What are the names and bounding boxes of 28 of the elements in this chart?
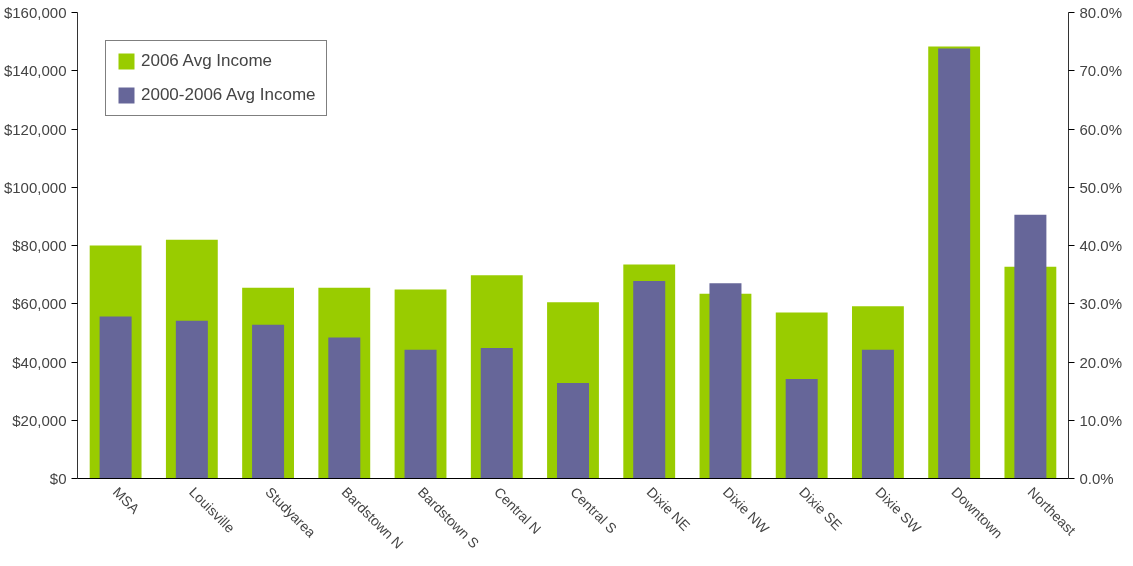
bar (861, 349, 894, 479)
y-tick-label: $120,000 (3, 120, 67, 138)
y2-tick-label: 40.0% (1079, 237, 1123, 254)
bar (175, 320, 208, 479)
y-tick-label: $20,000 (12, 411, 67, 429)
y-tick-label: $0 (49, 470, 67, 487)
y-tick-label: $60,000 (12, 295, 67, 313)
bar (556, 382, 590, 479)
bar (328, 337, 361, 479)
y-tick-label: $140,000 (3, 62, 67, 80)
y2-tick-label: 30.0% (1079, 295, 1123, 313)
y2-tick-label: 60.0% (1079, 120, 1123, 138)
y2-tick-label: 50.0% (1079, 178, 1123, 196)
bar (480, 348, 513, 479)
y2-tick-label: 70.0% (1079, 62, 1123, 80)
y-tick-label: $160,000 (3, 4, 67, 21)
bar (99, 316, 132, 479)
y2-tick-label: 0.0% (1079, 470, 1114, 487)
y2-tick-label: 80.0% (1079, 4, 1123, 21)
bar (404, 349, 437, 479)
y2-tick-label: 10.0% (1079, 411, 1123, 429)
bar (785, 378, 818, 479)
legend-label: 2006 Avg Income (141, 51, 273, 71)
y-tick-label: $40,000 (12, 353, 67, 371)
y-tick-label: $80,000 (12, 237, 67, 254)
y-tick-label: $100,000 (3, 178, 67, 196)
legend-label: 2000-2006 Avg Income (141, 85, 316, 105)
y2-tick-label: 20.0% (1079, 353, 1123, 371)
